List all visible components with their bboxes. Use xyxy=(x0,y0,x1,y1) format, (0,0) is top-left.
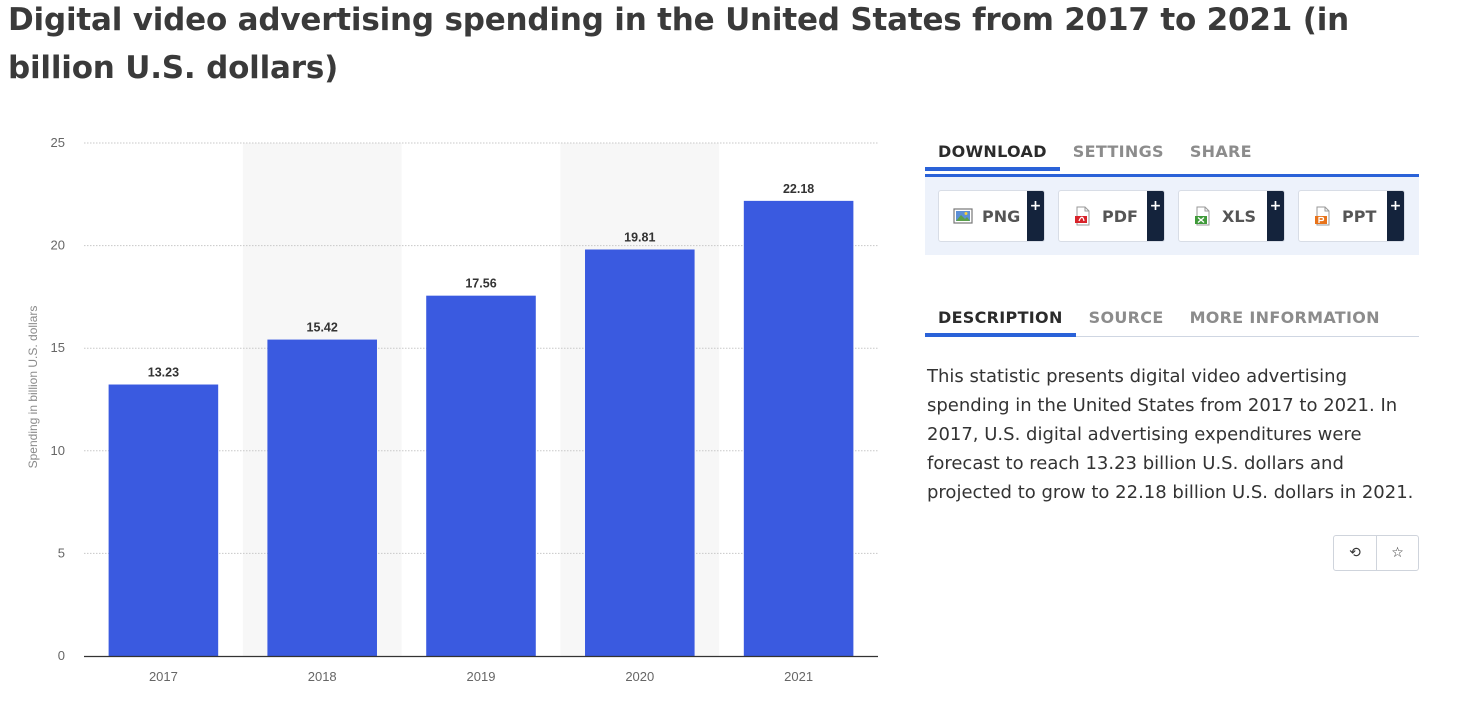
download-xls-label: XLS xyxy=(1222,206,1257,226)
data-label: 19.81 xyxy=(624,230,655,244)
data-label: 15.42 xyxy=(307,321,338,335)
download-xls-plus[interactable]: + xyxy=(1267,191,1284,241)
download-png-plus[interactable]: + xyxy=(1027,191,1044,241)
bar-chart: 0 5 10 15 20 25 13.23 15.42 17.56 19.81 22.18 201… xyxy=(26,135,878,684)
download-pdf-label: PDF xyxy=(1102,206,1138,226)
history-icon: ⟲ xyxy=(1349,545,1361,561)
download-ppt-plus[interactable]: + xyxy=(1387,191,1404,241)
download-png-button[interactable]: PNG + xyxy=(938,190,1045,242)
tab-more-information[interactable]: MORE INFORMATION xyxy=(1189,308,1380,327)
data-label: 13.23 xyxy=(148,366,179,380)
bar-2018[interactable] xyxy=(267,339,377,656)
x-tick-label: 2021 xyxy=(784,669,813,684)
download-ppt-label: PPT xyxy=(1342,206,1377,226)
data-label: 17.56 xyxy=(465,277,496,291)
star-icon: ☆ xyxy=(1391,545,1404,561)
download-pdf-plus[interactable]: + xyxy=(1147,191,1164,241)
download-xls-button[interactable]: XLS + xyxy=(1178,190,1285,242)
y-tick-label: 0 xyxy=(58,648,65,663)
bar-2021[interactable] xyxy=(743,200,854,656)
download-ppt-button[interactable]: PPT + xyxy=(1298,190,1405,242)
tab-download[interactable]: DOWNLOAD xyxy=(925,138,1060,171)
pdf-file-icon xyxy=(1075,206,1090,226)
tab-description[interactable]: DESCRIPTION xyxy=(925,304,1076,337)
y-tick-label: 20 xyxy=(51,238,65,253)
x-tick-label: 2017 xyxy=(149,669,178,684)
download-pdf-button[interactable]: PDF + xyxy=(1058,190,1165,242)
description-text: This statistic presents digital video ad… xyxy=(927,366,1414,503)
download-tabs: DOWNLOAD SETTINGS SHARE xyxy=(925,138,1419,171)
favorite-button[interactable]: ☆ xyxy=(1376,536,1418,570)
y-axis-label: Spending in billion U.S. dollars xyxy=(26,306,40,469)
bar-2020[interactable] xyxy=(585,249,695,657)
tab-share[interactable]: SHARE xyxy=(1189,142,1252,161)
xls-file-icon xyxy=(1195,206,1210,226)
bar-2017[interactable] xyxy=(108,384,219,656)
y-tick-label: 15 xyxy=(51,340,65,355)
action-buttons: ⟲ ☆ xyxy=(1333,535,1419,571)
x-tick-label: 2019 xyxy=(467,669,496,684)
download-png-label: PNG xyxy=(982,206,1021,226)
y-tick-label: 5 xyxy=(58,545,65,560)
x-tick-label: 2018 xyxy=(308,669,337,684)
ppt-file-icon xyxy=(1315,206,1330,226)
png-file-icon xyxy=(953,208,973,224)
tab-settings[interactable]: SETTINGS xyxy=(1072,142,1164,161)
bar-2019[interactable] xyxy=(426,295,536,656)
page-title: Digital video advertising spending in th… xyxy=(8,2,1350,86)
x-tick-label: 2020 xyxy=(625,669,654,684)
data-label: 22.18 xyxy=(783,182,814,196)
info-tabs: DESCRIPTION SOURCE MORE INFORMATION xyxy=(925,304,1419,337)
y-tick-label: 25 xyxy=(51,135,65,150)
y-tick-label: 10 xyxy=(51,443,65,458)
download-panel: PNG + PDF + XLS + PPT + xyxy=(925,174,1419,255)
history-button[interactable]: ⟲ xyxy=(1334,536,1376,570)
tab-source[interactable]: SOURCE xyxy=(1088,308,1164,327)
